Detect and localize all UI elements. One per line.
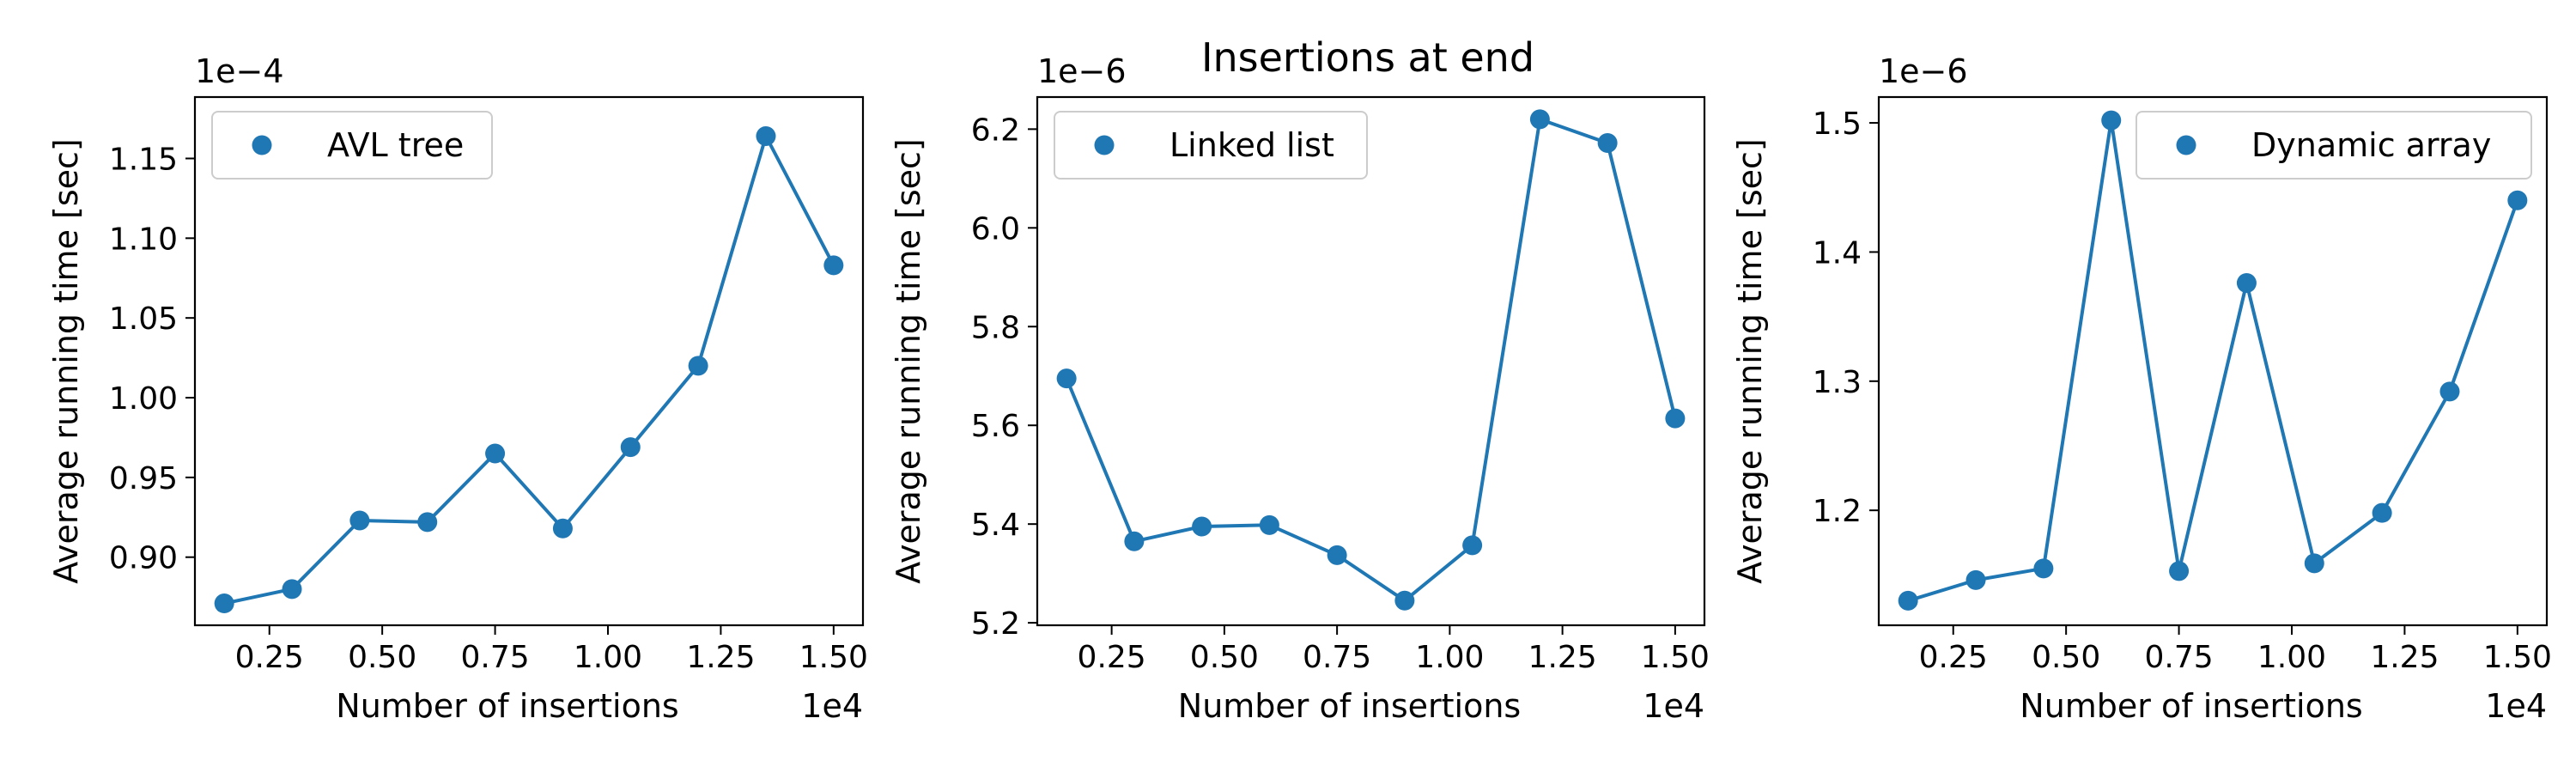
x-offset-text: 1e4 [801, 687, 863, 725]
x-tick-label: 0.75 [2144, 640, 2213, 675]
axes-frame [1036, 95, 1706, 627]
y-tick-label: 0.90 [109, 541, 178, 576]
legend-label: Dynamic array [2251, 126, 2491, 164]
data-point [1192, 516, 1212, 537]
data-point [1259, 514, 1279, 535]
x-tick-label: 1.25 [686, 640, 755, 675]
chart-panel-1: 0.25 0.50 0.75 1.00 1.25 1.50 0.90 0.95 1.00 1.05… [47, 52, 868, 725]
data-point [1462, 535, 1483, 556]
y-tick-label: 1.2 [1813, 494, 1862, 529]
series-line [1065, 117, 1677, 603]
y-tick-label: 1.15 [109, 142, 178, 177]
x-tick-label: 0.50 [348, 640, 416, 675]
x-tick-label: 1.50 [2483, 640, 2552, 675]
legend-marker [2176, 135, 2196, 155]
data-point [1898, 590, 1918, 611]
y-tick-label: 1.10 [109, 222, 178, 257]
data-point [2033, 558, 2054, 579]
data-point [282, 579, 302, 600]
x-tick-label: 0.75 [1303, 640, 1371, 675]
legend-box [2136, 111, 2532, 180]
data-point [1965, 569, 1986, 590]
data-point [1327, 545, 1347, 565]
data-point [1529, 109, 1550, 130]
series-line [223, 134, 835, 606]
data-point [2304, 553, 2324, 574]
x-axis-label: Number of insertions [336, 687, 678, 725]
y-tick-label: 1.4 [1813, 235, 1862, 271]
axes-frame [1877, 95, 2549, 627]
data-point [688, 356, 708, 376]
x-tick-label: 0.75 [460, 640, 529, 675]
data-point [756, 125, 776, 146]
y-tick-label: 1.00 [109, 381, 178, 417]
y-tick-label: 1.5 [1813, 107, 1862, 142]
y-tick-label: 1.05 [109, 301, 178, 337]
data-point [620, 437, 641, 458]
data-point [823, 255, 844, 276]
data-point [2101, 110, 2122, 131]
legend-marker [252, 135, 272, 155]
chart-panel-3: 0.25 0.50 0.75 1.00 1.25 1.50 1.2 1.3 1.4 1.5 Numb… [1731, 52, 2552, 725]
x-axis-label: Number of insertions [2020, 687, 2362, 725]
data-point [417, 512, 438, 533]
x-tick-label: 1.00 [574, 640, 642, 675]
y-offset-text: 1e−6 [1037, 52, 1127, 90]
y-tick-label: 0.95 [109, 461, 178, 496]
y-tick-label: 5.8 [971, 310, 1020, 345]
data-point [1665, 408, 1686, 429]
x-tick-label: 0.25 [1078, 640, 1146, 675]
data-point [2236, 273, 2257, 294]
series-line [1907, 119, 2519, 603]
y-axis-label: Average running time [sec] [1731, 138, 1769, 584]
data-point [214, 593, 234, 614]
data-point [2169, 561, 2190, 581]
axes-frame [193, 95, 865, 627]
x-axis-label: Number of insertions [1178, 687, 1521, 725]
x-tick-label: 0.25 [235, 640, 304, 675]
chart-panel-2: 0.25 0.50 0.75 1.00 1.25 1.50 5.2 5.4 5.6 5.8 6.0 6… [890, 52, 1710, 725]
data-point [2439, 381, 2460, 402]
y-tick-label: 5.6 [971, 409, 1020, 444]
legend-box [1054, 111, 1368, 180]
y-tick-label: 5.4 [971, 508, 1020, 543]
y-axis-label: Average running time [sec] [890, 138, 927, 584]
legend-label: AVL tree [327, 126, 464, 164]
data-point [1056, 368, 1077, 389]
x-offset-text: 1e4 [1643, 687, 1704, 725]
x-tick-label: 1.00 [1415, 640, 1484, 675]
y-tick-label: 5.2 [971, 606, 1020, 642]
x-tick-label: 1.00 [2257, 640, 2326, 675]
y-tick-label: 6.0 [971, 211, 1020, 247]
y-offset-text: 1e−6 [1879, 52, 1968, 90]
data-point [2507, 190, 2528, 210]
data-point [552, 518, 573, 539]
data-point [1124, 531, 1145, 551]
x-tick-label: 1.50 [1641, 640, 1710, 675]
y-axis-label: Average running time [sec] [47, 138, 85, 584]
x-tick-label: 0.25 [1919, 640, 1988, 675]
legend-marker [1094, 135, 1115, 155]
y-tick-label: 6.2 [971, 113, 1020, 148]
data-point [1597, 132, 1618, 153]
x-tick-label: 1.50 [799, 640, 868, 675]
data-point [485, 443, 506, 464]
y-tick-label: 1.3 [1813, 365, 1862, 400]
data-point [349, 510, 370, 531]
y-offset-text: 1e−4 [195, 52, 284, 90]
data-point [2372, 502, 2392, 523]
data-point [1394, 590, 1415, 611]
x-offset-text: 1e4 [2485, 687, 2547, 725]
x-tick-label: 0.50 [1190, 640, 1259, 675]
x-tick-label: 1.25 [1528, 640, 1597, 675]
legend-box [211, 111, 493, 180]
x-tick-label: 0.50 [2032, 640, 2100, 675]
legend-label: Linked list [1170, 126, 1334, 164]
figure-suptitle: Insertions at end [1201, 34, 1534, 81]
x-tick-label: 1.25 [2370, 640, 2439, 675]
